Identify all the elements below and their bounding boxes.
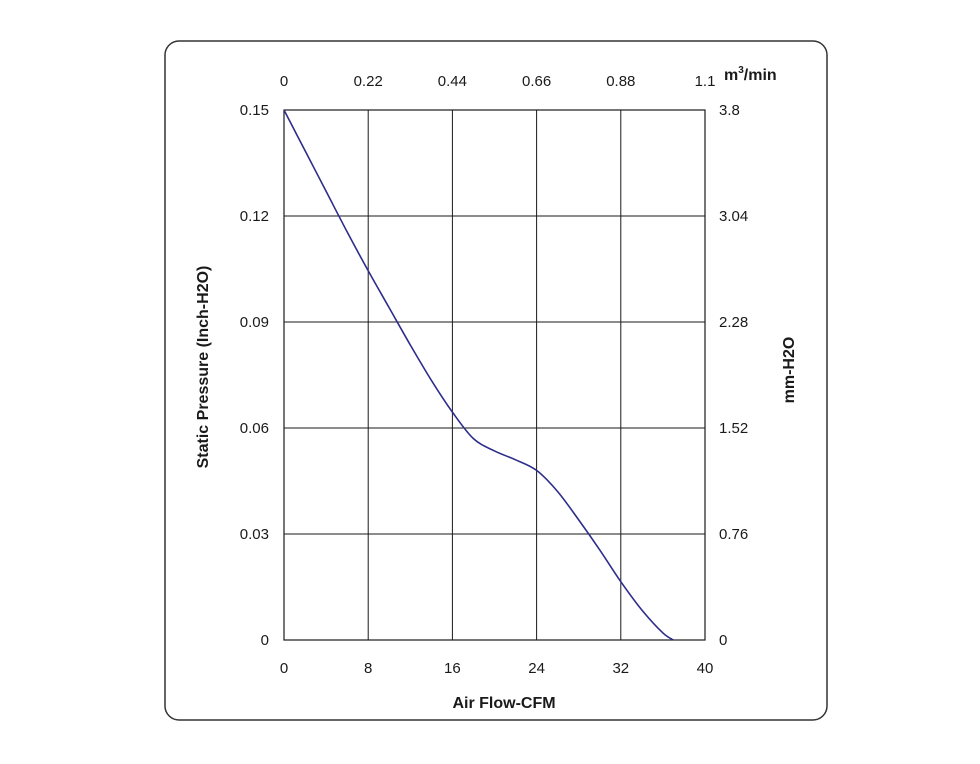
- top-axis-unit-rest: /min: [744, 67, 777, 84]
- x-tick-label: 40: [697, 660, 714, 677]
- top-tick-label: 0.44: [438, 73, 467, 90]
- x-tick-label: 0: [280, 660, 288, 677]
- x-tick-label: 24: [528, 660, 545, 677]
- top-tick-label: 0: [280, 73, 288, 90]
- right-tick-label: 2.28: [719, 314, 748, 331]
- y-tick-label: 0: [261, 632, 269, 649]
- top-tick-label: 1.1: [695, 73, 716, 90]
- y-tick-label: 0.15: [240, 102, 269, 119]
- top-axis-unit: m3/min: [724, 65, 777, 84]
- chart-frame: [164, 40, 828, 721]
- y-tick-label: 0.06: [240, 420, 269, 437]
- right-tick-label: 3.8: [719, 102, 740, 119]
- top-axis-unit-base: m: [724, 67, 738, 84]
- y-tick-label: 0.09: [240, 314, 269, 331]
- right-tick-label: 1.52: [719, 420, 748, 437]
- x-axis-title: Air Flow-CFM: [452, 695, 555, 712]
- right-tick-label: 3.04: [719, 208, 748, 225]
- right-tick-label: 0: [719, 632, 727, 649]
- right-tick-label: 0.76: [719, 526, 748, 543]
- top-axis-unit-sup: 3: [738, 65, 744, 76]
- x-tick-label: 8: [364, 660, 372, 677]
- right-axis-title: mm-H2O: [781, 337, 798, 404]
- series-line: [283, 109, 674, 641]
- x-tick-label: 32: [612, 660, 629, 677]
- top-tick-label: 0.88: [606, 73, 635, 90]
- plot-area-border: [283, 109, 706, 641]
- top-tick-label: 0.22: [354, 73, 383, 90]
- top-tick-label: 0.66: [522, 73, 551, 90]
- x-tick-label: 16: [444, 660, 461, 677]
- y-axis-title: Static Pressure (Inch-H2O): [195, 266, 212, 469]
- y-tick-label: 0.12: [240, 208, 269, 225]
- tick-labels: 0 8 16 24 32 40 0 0.22 0.44 0.66 0.88 1.1 0 0.03 0.06 0…: [240, 73, 748, 677]
- y-tick-label: 0.03: [240, 526, 269, 543]
